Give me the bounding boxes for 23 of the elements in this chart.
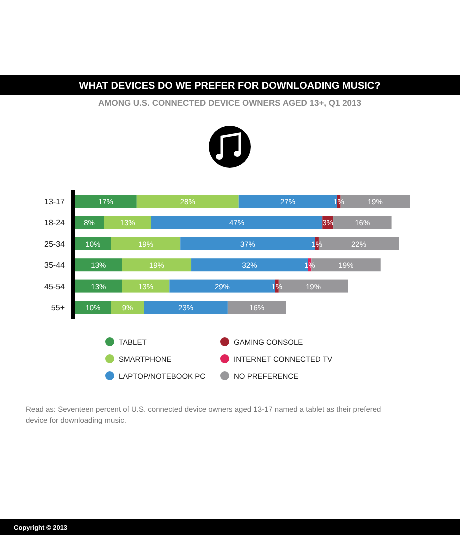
y-tick-label: 55+ [51,304,66,312]
bar [104,216,152,230]
bar [136,195,239,208]
y-tick-label: 18-24 [44,218,66,228]
bar [111,301,144,314]
y-tick-label: 45-54 [44,282,66,292]
bar [122,280,170,293]
y-tick-label: 25-34 [44,240,66,249]
bar [122,258,192,272]
chart-title: WHAT DEVICES DO WE PREFER FOR DOWNLOADING MUSIC? [79,81,381,92]
bar [111,237,181,250]
bar [75,195,137,208]
bar [151,216,323,230]
bar [75,301,112,314]
bar [75,258,122,272]
bar [75,237,112,250]
y-tick-label: 35-44 [44,261,66,270]
chart-subtitle: AMONG U.S. CONNECTED DEVICE OWNERS AGED 13+, Q1 2013 [98,98,362,108]
bar [334,216,392,230]
bar [144,301,228,314]
bar [75,280,122,293]
bar [228,301,286,314]
y-tick-label: 13-17 [44,198,66,206]
